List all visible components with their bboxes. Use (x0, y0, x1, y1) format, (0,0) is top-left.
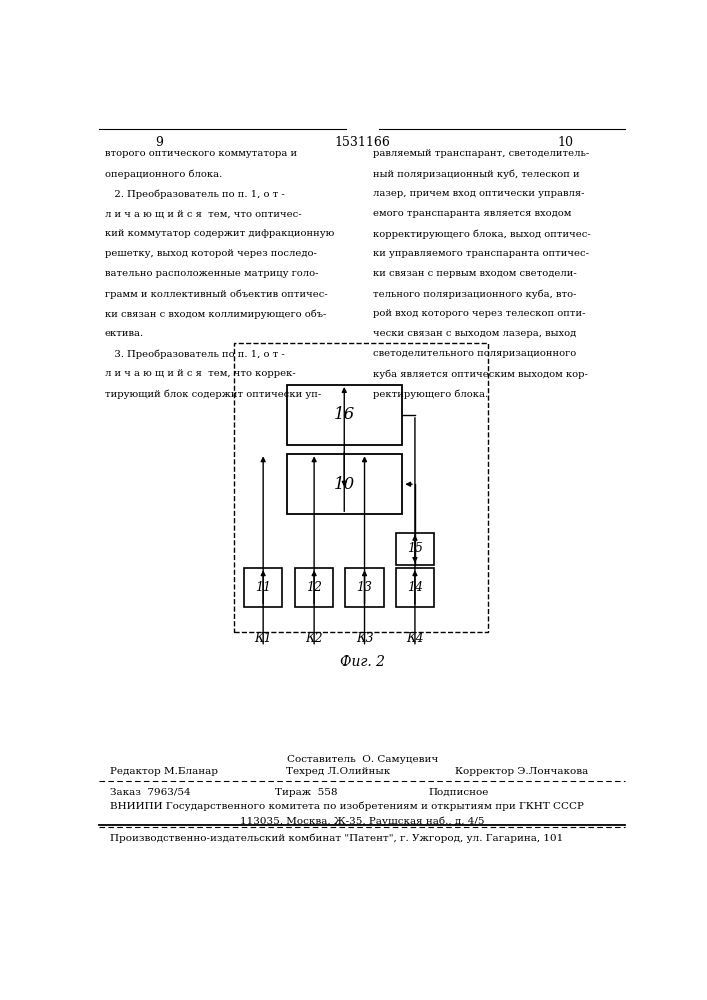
Text: вательно расположенные матрицу голо-: вательно расположенные матрицу голо- (105, 269, 318, 278)
Text: 15: 15 (407, 542, 423, 555)
Text: лазер, причем вход оптически управля-: лазер, причем вход оптически управля- (373, 189, 585, 198)
Text: К3: К3 (356, 632, 373, 645)
Text: Подписное: Подписное (428, 788, 489, 797)
Text: Корректор Э.Лончакова: Корректор Э.Лончакова (455, 767, 589, 776)
FancyBboxPatch shape (396, 533, 434, 565)
Text: 16: 16 (334, 406, 355, 423)
Text: кий коммутатор содержит дифракционную: кий коммутатор содержит дифракционную (105, 229, 334, 238)
Text: 10: 10 (334, 476, 355, 493)
FancyBboxPatch shape (233, 343, 489, 632)
Text: 11: 11 (255, 581, 271, 594)
Text: тельного поляризационного куба, вто-: тельного поляризационного куба, вто- (373, 289, 577, 299)
FancyBboxPatch shape (287, 454, 402, 514)
Text: Тираж  558: Тираж 558 (275, 788, 337, 797)
Text: К1: К1 (255, 632, 272, 645)
Text: 10: 10 (557, 136, 573, 149)
Text: емого транспаранта является входом: емого транспаранта является входом (373, 209, 572, 218)
Text: решетку, выход которой через последо-: решетку, выход которой через последо- (105, 249, 317, 258)
FancyBboxPatch shape (295, 568, 333, 607)
Text: Фиг. 2: Фиг. 2 (340, 655, 385, 669)
Text: операционного блока.: операционного блока. (105, 169, 222, 179)
Text: светоделительного поляризационного: светоделительного поляризационного (373, 349, 576, 358)
Text: грамм и коллективный объектив оптичес-: грамм и коллективный объектив оптичес- (105, 289, 327, 299)
Text: К4: К4 (406, 632, 423, 645)
Text: 13: 13 (356, 581, 373, 594)
Text: ектива.: ектива. (105, 329, 144, 338)
Text: 12: 12 (306, 581, 322, 594)
Text: ки управляемого транспаранта оптичес-: ки управляемого транспаранта оптичес- (373, 249, 590, 258)
Text: 1531166: 1531166 (334, 136, 390, 149)
FancyBboxPatch shape (396, 568, 434, 607)
Text: рой вход которого через телескоп опти-: рой вход которого через телескоп опти- (373, 309, 586, 318)
Text: К2: К2 (305, 632, 323, 645)
Text: ректирующего блока.: ректирующего блока. (373, 390, 489, 399)
Text: Производственно-издательский комбинат "Патент", г. Ужгород, ул. Гагарина, 101: Производственно-издательский комбинат "П… (110, 834, 563, 843)
Text: 14: 14 (407, 581, 423, 594)
Text: Заказ  7963/54: Заказ 7963/54 (110, 788, 191, 797)
Text: Техред Л.Олийнык: Техред Л.Олийнык (286, 767, 390, 776)
Text: тирующий блок содержит оптически уп-: тирующий блок содержит оптически уп- (105, 390, 321, 399)
Text: ВНИИПИ Государственного комитета по изобретениям и открытиям при ГКНТ СССР: ВНИИПИ Государственного комитета по изоб… (110, 801, 584, 811)
Text: 2. Преобразователь по п. 1, о т -: 2. Преобразователь по п. 1, о т - (105, 189, 284, 199)
FancyBboxPatch shape (287, 385, 402, 445)
Text: корректирующего блока, выход оптичес-: корректирующего блока, выход оптичес- (373, 229, 591, 239)
Text: ки связан с входом коллимирующего объ-: ки связан с входом коллимирующего объ- (105, 309, 326, 319)
Text: л и ч а ю щ и й с я  тем, что оптичес-: л и ч а ю щ и й с я тем, что оптичес- (105, 209, 301, 218)
Text: второго оптического коммутатора и: второго оптического коммутатора и (105, 149, 297, 158)
Text: 3. Преобразователь по п. 1, о т -: 3. Преобразователь по п. 1, о т - (105, 349, 284, 359)
Text: ки связан с первым входом светодели-: ки связан с первым входом светодели- (373, 269, 577, 278)
Text: равляемый транспарант, светоделитель-: равляемый транспарант, светоделитель- (373, 149, 590, 158)
Text: чески связан с выходом лазера, выход: чески связан с выходом лазера, выход (373, 329, 576, 338)
Text: Составитель  О. Самуцевич: Составитель О. Самуцевич (287, 755, 438, 764)
FancyBboxPatch shape (244, 568, 282, 607)
Text: куба является оптическим выходом кор-: куба является оптическим выходом кор- (373, 369, 588, 379)
Text: л и ч а ю щ и й с я  тем, что коррек-: л и ч а ю щ и й с я тем, что коррек- (105, 369, 296, 378)
Text: Редактор М.Бланар: Редактор М.Бланар (110, 767, 218, 776)
FancyBboxPatch shape (345, 568, 384, 607)
Text: ный поляризационный куб, телескоп и: ный поляризационный куб, телескоп и (373, 169, 580, 179)
Text: 9: 9 (156, 136, 163, 149)
Text: 113035, Москва, Ж-35, Раушская наб., д. 4/5: 113035, Москва, Ж-35, Раушская наб., д. … (240, 816, 484, 826)
